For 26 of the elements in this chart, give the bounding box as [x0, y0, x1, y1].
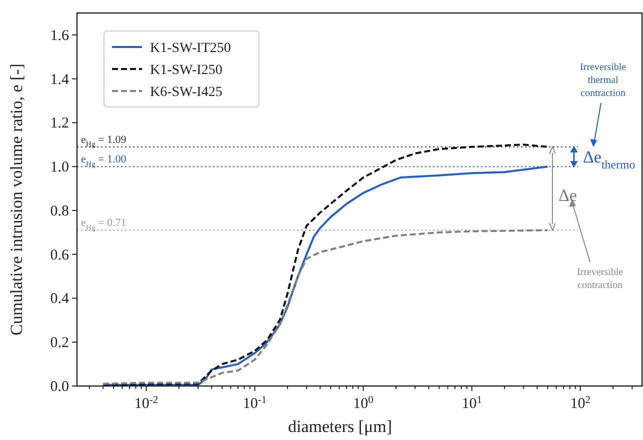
y-tick-label: 1.6 — [50, 28, 70, 44]
y-tick-label: 1.0 — [50, 160, 69, 176]
x-tick-label: 10$^{-1}$ — [242, 394, 267, 412]
legend-label: K1-SW-I250 — [150, 63, 222, 78]
x-tick-label: 10$^{1}$ — [462, 394, 482, 412]
y-tick-label: 1.4 — [50, 72, 70, 88]
legend-label: K6-SW-I425 — [150, 85, 222, 100]
legend-label: K1-SW-IT250 — [150, 41, 231, 56]
y-tick-label: 0.2 — [50, 335, 69, 352]
x-axis-title: diameters [μm] — [288, 417, 392, 436]
x-tick-label: 10$^{2}$ — [570, 394, 590, 412]
annotation: Irreversible thermal contraction — [580, 62, 627, 99]
y-tick-label: 0.4 — [50, 291, 70, 308]
y-tick-label: 0.6 — [50, 247, 70, 264]
annotation: Δe — [558, 186, 577, 206]
ref-line-label: e$_{Hg}$ = 1.09 — [81, 134, 127, 149]
y-tick-label: 0.0 — [50, 379, 69, 395]
y-tick-label: 1.2 — [50, 116, 69, 132]
annotation: Δe$_{thermo}$ — [583, 148, 636, 172]
y-tick-label: 0.8 — [50, 203, 69, 220]
x-tick-label: 10$^{0}$ — [353, 394, 374, 412]
ref-line-label: e$_{Hg}$ = 1.00 — [81, 154, 127, 168]
y-axis-title: Cumulative intrusion volume ratio, e [-] — [7, 64, 26, 336]
ref-line-label: e$_{Hg}$ = 0.71 — [81, 217, 126, 232]
annotation: Irreversible contraction — [576, 267, 624, 291]
x-tick-label: 10$^{-2}$ — [134, 394, 158, 412]
